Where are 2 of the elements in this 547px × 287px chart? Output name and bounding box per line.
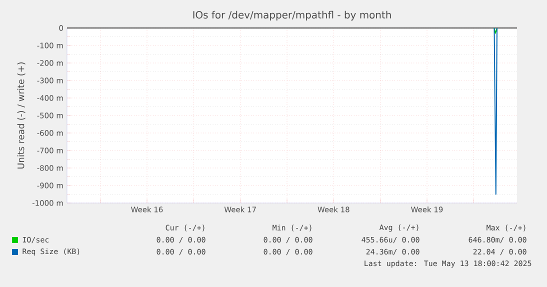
y-axis-title: Units read (-) / write (+) xyxy=(17,62,26,169)
chart-title: IOs for /dev/mapper/mpathfl - by month xyxy=(193,10,391,21)
